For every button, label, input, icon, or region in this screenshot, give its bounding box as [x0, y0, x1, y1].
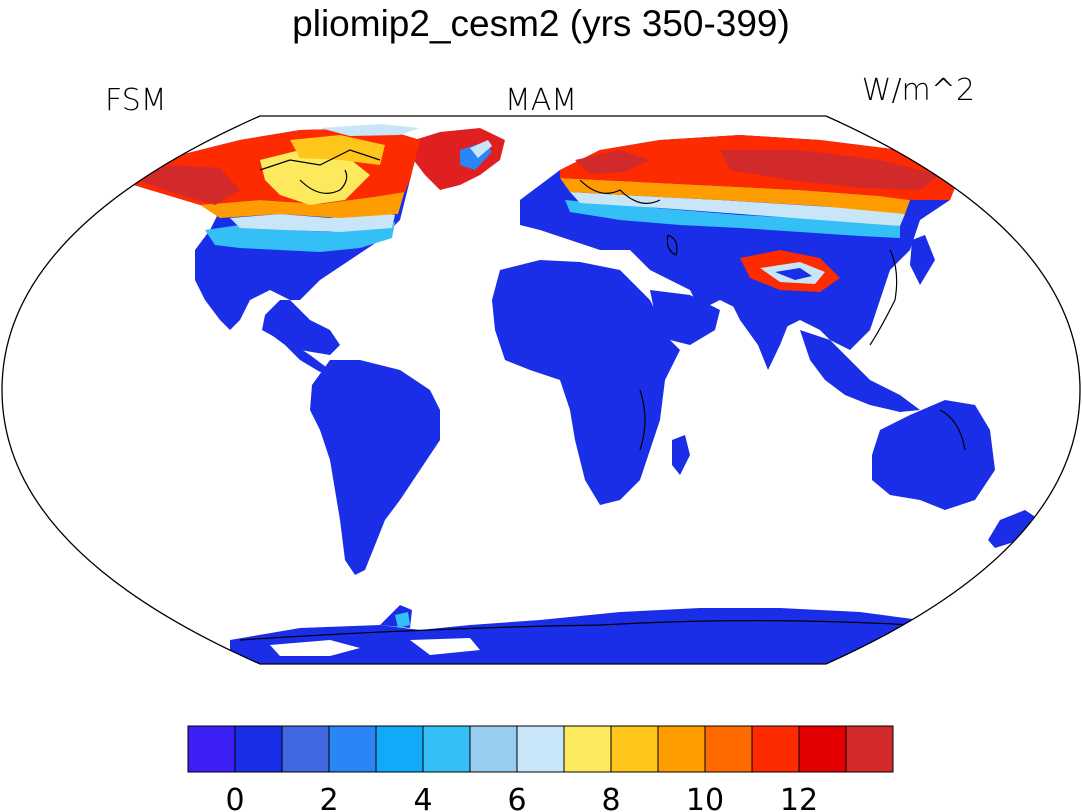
- variable-label: FSM: [105, 83, 167, 118]
- na-core-yellow: [260, 150, 370, 205]
- colorbar-swatch: [516, 725, 565, 773]
- central-america-land: [265, 328, 330, 372]
- colorbar-tick-label: 6: [507, 783, 526, 812]
- coastlines: [239, 149, 966, 641]
- antarctica-white-patch-east: [410, 638, 480, 655]
- colorbar-swatch: [469, 725, 518, 773]
- figure-title: pliomip2_cesm2 (yrs 350-399): [292, 3, 790, 44]
- units-label: W/m^2: [862, 73, 975, 108]
- colorbar-swatch: [375, 725, 424, 773]
- na-band-light: [205, 222, 395, 252]
- coastline-asia-east: [869, 249, 898, 346]
- colorbar-tick-label: 2: [319, 783, 338, 812]
- map-projection: [1, 115, 1081, 665]
- africa-land: [492, 260, 680, 505]
- colorbar-swatch: [328, 725, 377, 773]
- colorbar-tick-labels: 0 2 4 6 8 10 12: [225, 783, 818, 812]
- colorbar-swatch: [281, 725, 330, 773]
- na-arctic-pale: [320, 124, 420, 136]
- map-outline: [1, 115, 1081, 665]
- coastline-hudson: [299, 169, 348, 194]
- eu-band-orange: [560, 178, 910, 214]
- eu-band-light: [565, 200, 900, 238]
- india-land: [730, 300, 790, 370]
- coastline-caspian: [666, 234, 678, 256]
- season-label: MAM: [505, 83, 577, 118]
- australia-land: [872, 400, 995, 510]
- eu-core-darkred: [720, 150, 940, 190]
- coastline-africa-east: [639, 389, 646, 451]
- arabia-land: [650, 290, 720, 345]
- na-band-orange: [200, 190, 405, 218]
- colorbar-swatch: [798, 725, 847, 773]
- antarctic-peninsula-light: [395, 612, 410, 628]
- na-core-darkred: [130, 165, 240, 205]
- japan-land: [910, 235, 935, 285]
- coastline-australia: [939, 409, 966, 451]
- antarctica-white-patch: [270, 640, 360, 656]
- southeast-asia-land: [800, 330, 920, 412]
- colorbar-swatch: [234, 725, 283, 773]
- tibet-core-blue: [775, 268, 812, 280]
- colorbar-swatch: [610, 725, 659, 773]
- colorbar-swatch: [563, 725, 612, 773]
- colorbar-tick-label: 10: [686, 783, 724, 812]
- colorbar-tick-label: 8: [601, 783, 620, 812]
- coastline-canada-arctic: [259, 149, 381, 171]
- eu-core-darkred-west: [575, 150, 650, 174]
- coastline-antarctica: [239, 620, 961, 641]
- new-zealand-land: [988, 510, 1040, 548]
- na-core-gold: [290, 135, 385, 165]
- colorbar-tick-label: 0: [225, 783, 244, 812]
- colorbar-swatch: [751, 725, 800, 773]
- colorbar-swatch: [657, 725, 706, 773]
- madagascar-land: [672, 435, 690, 475]
- eu-band-pale: [570, 192, 905, 226]
- coastline-europe: [579, 179, 661, 204]
- colorbar-swatch: [845, 725, 894, 773]
- colorbar-swatch: [187, 725, 236, 773]
- greenland-core-pale: [470, 140, 492, 158]
- flux-overlay-layer: [118, 124, 960, 628]
- colorbar-tick-label: 12: [780, 783, 818, 812]
- colorbar-swatch: [422, 725, 471, 773]
- south-america-land: [310, 360, 440, 575]
- colorbar-tick-label: 4: [413, 783, 432, 812]
- colorbar: [187, 725, 894, 773]
- colorbar-swatch: [704, 725, 753, 773]
